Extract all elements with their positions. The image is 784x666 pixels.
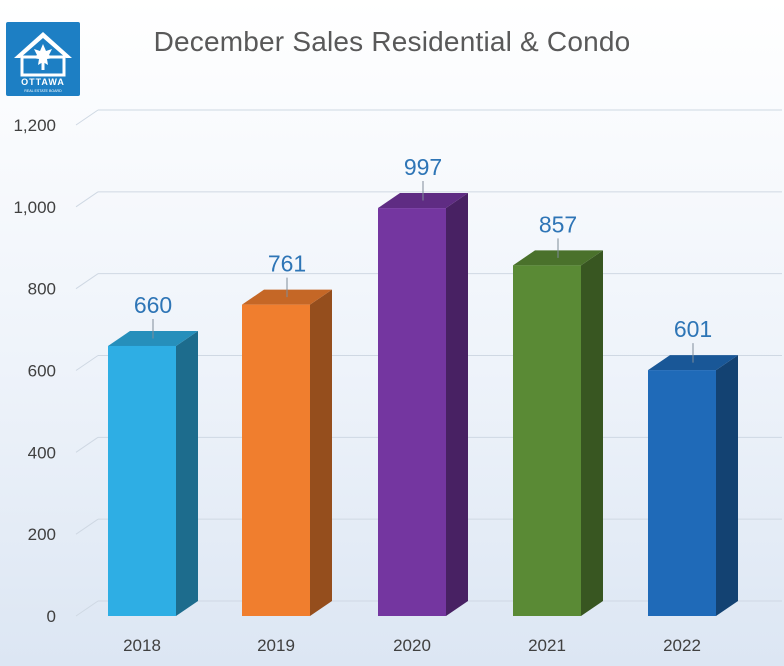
data-label: 997: [404, 154, 442, 180]
gridline-depth: [75, 109, 99, 126]
bar: [648, 370, 716, 616]
data-label: 857: [539, 211, 577, 237]
gridline-depth: [75, 600, 99, 617]
x-tick-label: 2019: [257, 636, 295, 655]
house-maple-leaf-icon: OTTAWA REAL ESTATE BOARD: [14, 32, 72, 93]
logo-text: OTTAWA: [21, 77, 65, 87]
y-tick-label: 800: [28, 280, 56, 299]
y-tick-label: 200: [28, 525, 56, 544]
ottawa-real-estate-board-logo: OTTAWA REAL ESTATE BOARD: [6, 22, 80, 96]
x-tick-label: 2020: [393, 636, 431, 655]
bar: [378, 208, 446, 616]
gridline-depth: [75, 191, 99, 208]
gridline-depth: [75, 355, 99, 371]
bar-side: [581, 250, 603, 616]
data-label: 660: [134, 292, 172, 318]
bar-side: [446, 193, 468, 616]
y-tick-label: 400: [28, 443, 56, 462]
bar: [242, 304, 310, 616]
y-tick-label: 0: [47, 607, 56, 626]
bar-side: [310, 289, 332, 616]
x-tick-label: 2021: [528, 636, 566, 655]
bar-side: [176, 330, 198, 616]
y-tick-label: 1,200: [13, 116, 56, 135]
data-label: 601: [674, 316, 712, 342]
chart-title: December Sales Residential & Condo: [153, 26, 631, 57]
gridline-depth: [75, 518, 99, 535]
y-tick-label: 600: [28, 362, 56, 381]
x-tick-label: 2018: [123, 636, 161, 655]
bar: [108, 345, 176, 616]
bar: [513, 265, 581, 616]
gridline-depth: [75, 436, 99, 453]
bar-side: [716, 355, 738, 616]
data-label: 761: [268, 251, 306, 277]
gridline-depth: [75, 273, 99, 290]
y-tick-label: 1,000: [13, 198, 56, 217]
logo-subtext: REAL ESTATE BOARD: [24, 89, 62, 93]
x-tick-label: 2022: [663, 636, 701, 655]
